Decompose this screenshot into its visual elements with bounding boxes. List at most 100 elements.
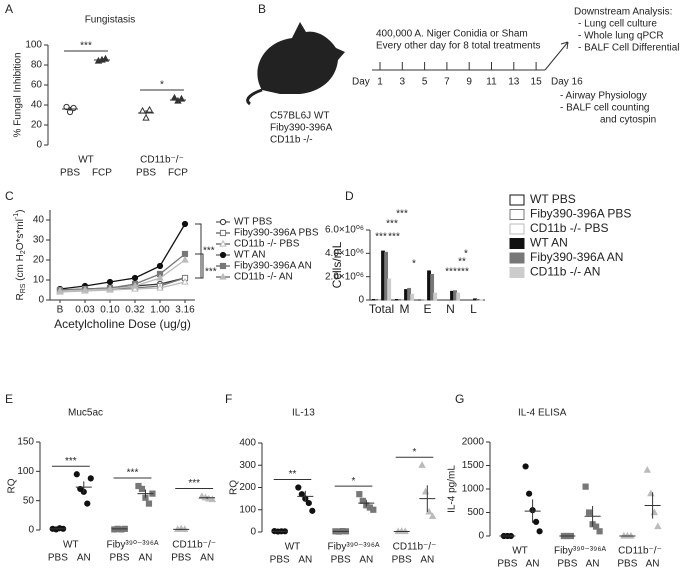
group-label: CD11b⁻/⁻ <box>618 546 662 557</box>
data-point <box>138 485 146 493</box>
y-tick-label: 200 <box>239 482 256 493</box>
day-number: 7 <box>444 77 450 88</box>
significance-label: *** <box>457 267 469 278</box>
legend-swatch <box>509 238 525 249</box>
legend-swatch <box>509 194 525 206</box>
y-tick-label: 0 <box>358 295 364 306</box>
data-point <box>181 525 189 532</box>
category-label: PBS <box>270 555 290 566</box>
y-axis-label: RRS (cm H2O*s*ml-1) <box>13 209 27 300</box>
bar <box>374 299 379 301</box>
category-label: AN <box>200 553 214 564</box>
data-point <box>84 500 91 507</box>
category-label: AN <box>359 555 373 566</box>
data-point <box>596 528 603 535</box>
y-tick-label: 0 <box>38 295 44 306</box>
y-tick-label: 40 <box>33 215 45 226</box>
panel-label: E <box>5 392 13 406</box>
bar <box>378 299 382 301</box>
y-tick-label: 20 <box>33 255 45 266</box>
bar <box>384 251 389 301</box>
x-tick-label: Total <box>369 302 394 316</box>
group-label: CD11b⁻/⁻ <box>172 540 216 551</box>
y-axis-label-part: R <box>15 293 26 300</box>
significance-label: * <box>412 259 416 270</box>
line-marker <box>156 262 164 270</box>
panel-label: A <box>5 2 13 16</box>
bar <box>387 278 392 301</box>
significance-label: *** <box>188 478 200 489</box>
category-label: PBS <box>617 559 637 570</box>
chart-title: Fungistasis <box>85 15 136 26</box>
y-axis-label: Cells/mL <box>330 241 344 288</box>
significance-label: *** <box>386 219 398 230</box>
line-series <box>59 223 186 290</box>
y-tick-label: 150 <box>17 437 34 448</box>
panel-label: B <box>258 2 266 16</box>
bar <box>397 299 402 301</box>
chart-title: Muc5ac <box>68 408 103 419</box>
y-tick-label: 2000 <box>462 437 485 448</box>
endpoint-label: - BALF cell counting <box>560 103 650 114</box>
legend-label: Fiby390-396A PBS <box>234 228 319 239</box>
data-point <box>309 507 316 514</box>
data-point <box>70 104 77 112</box>
y-tick-label: 80 <box>31 60 43 71</box>
category-label: PBS <box>497 559 517 570</box>
data-point <box>145 105 154 113</box>
legend-swatch <box>509 267 525 278</box>
category-label: PBS <box>331 555 351 566</box>
data-point <box>356 491 363 498</box>
legend-label: Fiby390-396A AN <box>234 261 312 272</box>
y-axis-label-part: O*s*ml <box>15 219 26 250</box>
x-tick-label: M <box>400 302 410 316</box>
y-tick-label: 10 <box>33 275 45 286</box>
y-axis-label: IL-4 pg/mL <box>447 465 458 513</box>
y-axis-label-part: 2 <box>20 250 27 254</box>
day-number: 13 <box>508 77 520 88</box>
y-axis-label-part: RS <box>20 283 27 293</box>
legend-label: Fiby390-396A PBS <box>530 207 631 221</box>
x-tick-label: 1.00 <box>150 305 170 316</box>
day-label: Day <box>352 77 370 88</box>
data-point <box>536 528 543 535</box>
bar <box>407 287 412 301</box>
y-tick-label: 40 <box>31 100 43 111</box>
category-label: PBS <box>110 553 130 564</box>
line-series <box>59 281 186 293</box>
legend-label: CD11b -/- AN <box>530 265 600 279</box>
significance-label: *** <box>203 246 215 257</box>
significance-label: *** <box>375 232 387 243</box>
category-label: AN <box>420 555 434 566</box>
x-tick-label: 0.10 <box>100 305 120 316</box>
bar <box>456 292 461 301</box>
data-point <box>142 113 150 121</box>
line-marker <box>131 281 139 289</box>
y-tick-label: 500 <box>467 507 484 518</box>
y-tick-label: 0 <box>36 140 42 151</box>
legend-label: CD11b -/- AN <box>234 272 293 283</box>
significance-label: *** <box>65 456 77 467</box>
bar <box>473 298 477 301</box>
downstream-label: - Lung cell culture <box>578 19 657 30</box>
end-day-label: Day 16 <box>551 77 583 88</box>
x-tick-label: N <box>446 302 455 316</box>
significance-label: *** <box>388 232 400 243</box>
category-label: AN <box>298 555 312 566</box>
data-point <box>170 93 179 101</box>
significance-label: ** <box>289 469 297 480</box>
legend-label: CD11b -/- PBS <box>530 221 608 235</box>
y-axis-label: % Fungal Inhibition <box>13 52 24 137</box>
group-label: Fiby³⁹⁰⁻³⁹⁶ᴬ <box>327 542 380 553</box>
y-tick-label: 50 <box>23 495 35 506</box>
y-tick-label: 300 <box>239 460 256 471</box>
legend-marker <box>219 239 227 247</box>
data-point <box>418 461 426 468</box>
y-tick-label: 30 <box>33 235 45 246</box>
bar <box>394 299 399 301</box>
data-point <box>533 518 540 526</box>
category-label: FCP <box>168 168 188 179</box>
panel-label: F <box>225 392 232 406</box>
day-number: 1 <box>377 77 383 88</box>
